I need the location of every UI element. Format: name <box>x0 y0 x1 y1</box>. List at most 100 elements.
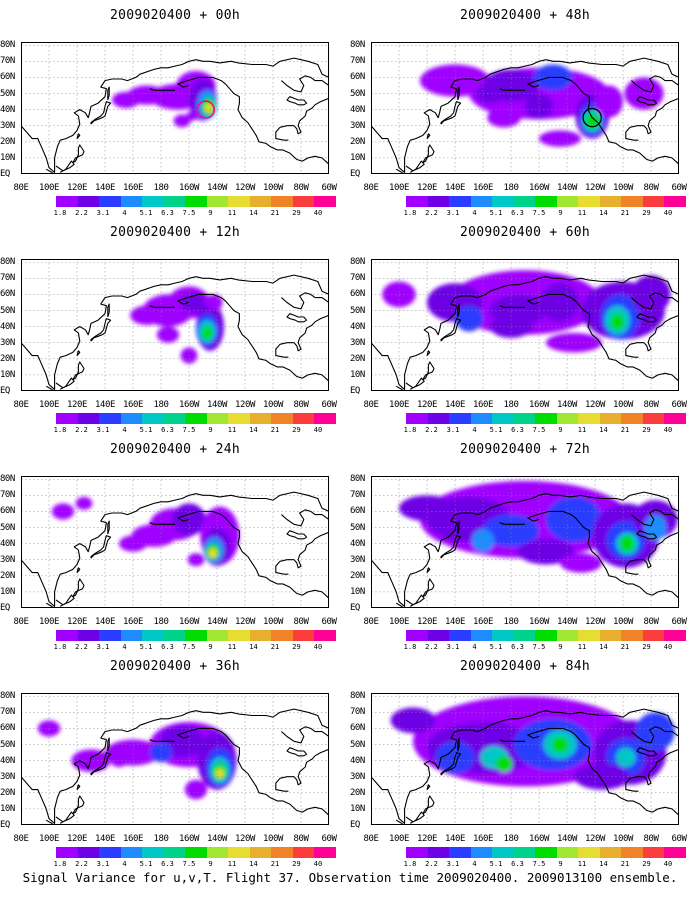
map-frame <box>21 476 329 608</box>
lon-label: 120W <box>584 400 606 410</box>
lon-label: 160E <box>122 400 144 410</box>
lat-label: EQ <box>0 603 10 613</box>
colorbar-tick-label: 7.5 <box>182 209 196 217</box>
lon-label: 180 <box>503 834 519 844</box>
colorbar-tick-label: 21 <box>270 426 280 434</box>
colorbar-swatch <box>642 413 664 424</box>
lat-label: 40N <box>0 538 15 549</box>
lon-label: 120E <box>416 183 438 193</box>
variance-map <box>21 476 329 608</box>
colorbar-swatch <box>292 847 314 858</box>
lon-label: 160W <box>528 183 550 193</box>
lon-label: 120W <box>234 400 256 410</box>
lon-label: 120E <box>66 183 88 193</box>
lon-label: 100E <box>38 183 60 193</box>
colorbar-swatch <box>99 630 121 641</box>
colorbar-swatch <box>163 413 185 424</box>
colorbar-swatch <box>77 196 99 207</box>
lon-label: 180 <box>503 617 519 627</box>
colorbar-swatch <box>56 630 78 641</box>
graticule <box>371 42 679 174</box>
lon-label: 120E <box>66 617 88 627</box>
colorbar-swatch <box>120 413 142 424</box>
colorbar-tick-label: 6.3 <box>161 209 174 217</box>
lat-label: 60N <box>0 506 15 517</box>
colorbar-tick-label: 40 <box>663 860 673 868</box>
colorbar-tick-label: 9 <box>558 426 563 434</box>
colorbar-swatch <box>449 630 471 641</box>
lat-label: EQ <box>350 820 360 830</box>
variance-contour <box>75 496 93 510</box>
colorbar-tick-label: 11 <box>227 643 237 651</box>
variance-contour <box>186 111 198 121</box>
colorbar-tick-label: 9 <box>558 643 563 651</box>
lon-label: 80W <box>293 183 309 193</box>
colorbar-swatch <box>120 847 142 858</box>
colorbar-swatch <box>142 413 164 424</box>
graticule <box>371 693 679 825</box>
colorbar-tick-label: 29 <box>642 209 651 217</box>
colorbar-tick-label: 5.1 <box>489 860 503 868</box>
colorbar-swatch <box>599 413 621 424</box>
variance-contour <box>616 747 636 768</box>
lat-label: 40N <box>350 538 365 549</box>
colorbar-tick-label: 11 <box>227 426 237 434</box>
colorbar-tick-label: 3.1 <box>96 860 110 868</box>
lon-label: 100W <box>262 400 284 410</box>
lon-label: 100E <box>38 617 60 627</box>
lon-label: 120W <box>584 617 606 627</box>
lat-label: 10N <box>350 369 365 380</box>
variance-contour <box>201 326 213 340</box>
colorbar-swatch <box>578 196 600 207</box>
lon-label: 100E <box>38 834 60 844</box>
lon-label: 180 <box>503 400 519 410</box>
lat-label: 60N <box>350 289 365 300</box>
colorbar-swatch <box>142 196 164 207</box>
lat-label: 50N <box>350 739 365 750</box>
colorbar-swatch <box>621 196 643 207</box>
colorbar-tick-label: 29 <box>292 426 301 434</box>
lat-label: 10N <box>0 369 15 380</box>
colorbar-tick-label: 11 <box>577 426 587 434</box>
colorbar-swatch <box>206 847 228 858</box>
lat-label: EQ <box>350 169 360 179</box>
colorbar-tick-label: 7.5 <box>182 860 196 868</box>
lat-label: 60N <box>0 72 15 83</box>
lon-label: 120E <box>66 834 88 844</box>
colorbar-swatch <box>449 196 471 207</box>
colorbar-tick-label: 40 <box>663 426 673 434</box>
variance-contour <box>204 103 213 113</box>
lon-label: 100W <box>262 183 284 193</box>
variance-map <box>371 259 679 391</box>
colorbar-tick-label: 14 <box>599 860 608 868</box>
lon-label: 160E <box>122 834 144 844</box>
lon-label: 180 <box>153 183 169 193</box>
colorbar-swatch <box>406 847 428 858</box>
lon-label: 100W <box>612 400 634 410</box>
colorbar-tick-label: 3.1 <box>96 643 110 651</box>
colorbar-swatch <box>271 413 293 424</box>
colorbar-swatch <box>292 196 314 207</box>
lon-label: 140W <box>556 400 578 410</box>
colorbar-tick-label: 9 <box>558 860 563 868</box>
lon-label: 60W <box>671 617 687 627</box>
lat-label: EQ <box>350 386 360 396</box>
colorbar-swatch <box>470 196 492 207</box>
colorbar-tick-label: 14 <box>249 426 258 434</box>
colorbar-tick-label: 1.8 <box>403 426 417 434</box>
colorbar-swatch <box>556 413 578 424</box>
colorbar-tick-label: 11 <box>227 860 237 868</box>
lon-label: 120E <box>416 400 438 410</box>
colorbar-swatch <box>556 630 578 641</box>
lon-label: 60W <box>671 183 687 193</box>
colorbar-tick-label: 29 <box>642 860 651 868</box>
lat-label: 30N <box>350 120 365 131</box>
forecast-panel: 2009020400 + 00h 80N 70N 60N 50N 40N 30N 20N 10N… <box>0 0 350 217</box>
colorbar-tick-label: 6.3 <box>511 643 524 651</box>
lon-label: 160W <box>178 617 200 627</box>
variance-field <box>420 64 664 147</box>
variance-contour <box>173 114 191 128</box>
colorbar-tick-label: 1.8 <box>53 209 67 217</box>
colorbar-swatch <box>314 630 336 641</box>
graticule <box>21 259 329 391</box>
